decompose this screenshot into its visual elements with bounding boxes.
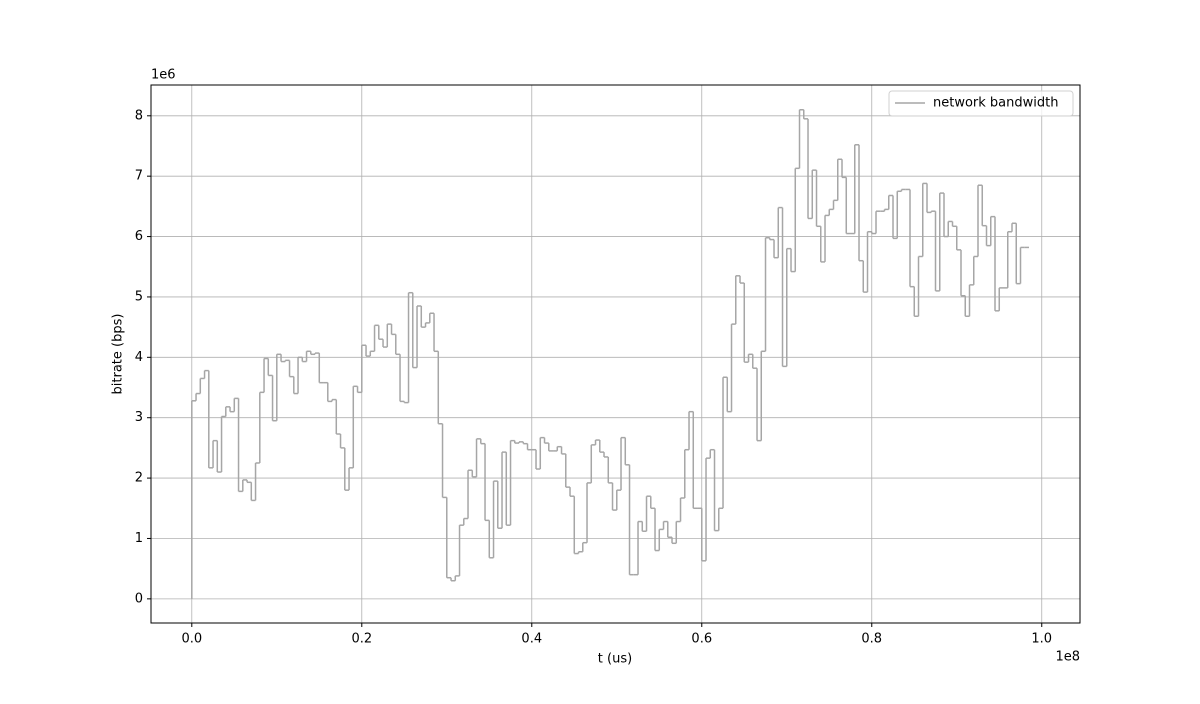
plot-area bbox=[191, 109, 1030, 599]
axes-frame bbox=[150, 84, 1081, 624]
x-offset-label: 1e8 bbox=[1055, 650, 1080, 665]
x-tick-label: 0.6 bbox=[691, 632, 712, 647]
y-tick-label: 3 bbox=[135, 410, 143, 425]
y-tick-label: 4 bbox=[135, 350, 143, 365]
y-tick-label: 7 bbox=[135, 169, 143, 184]
legend-box bbox=[888, 90, 1074, 117]
x-tick-label: 0.4 bbox=[521, 632, 542, 647]
x-axis-label: t (us) bbox=[598, 652, 632, 667]
y-tick-label: 5 bbox=[135, 289, 143, 304]
step-risers bbox=[191, 109, 1022, 599]
x-tick-label: 0.2 bbox=[351, 632, 372, 647]
x-tick-label: 0.0 bbox=[181, 632, 202, 647]
y-axis-label: bitrate (bps) bbox=[111, 314, 126, 395]
legend: network bandwidth bbox=[888, 90, 1074, 117]
legend-label: network bandwidth bbox=[933, 96, 1058, 111]
x-tick-label: 1.0 bbox=[1031, 632, 1052, 647]
y-tick-label: 6 bbox=[135, 229, 143, 244]
y-tick-label: 1 bbox=[135, 531, 143, 546]
ticks: 0.0 0.2 0.4 0.6 0.8 1.0 0 1 2 3 4 5 6 7 8 bbox=[135, 108, 1052, 646]
y-tick-label: 8 bbox=[135, 108, 143, 123]
y-tick-label: 2 bbox=[135, 471, 143, 486]
grid bbox=[151, 85, 1080, 623]
y-offset-label: 1e6 bbox=[151, 68, 176, 83]
y-tick-label: 0 bbox=[135, 591, 143, 606]
x-tick-label: 0.8 bbox=[861, 632, 882, 647]
